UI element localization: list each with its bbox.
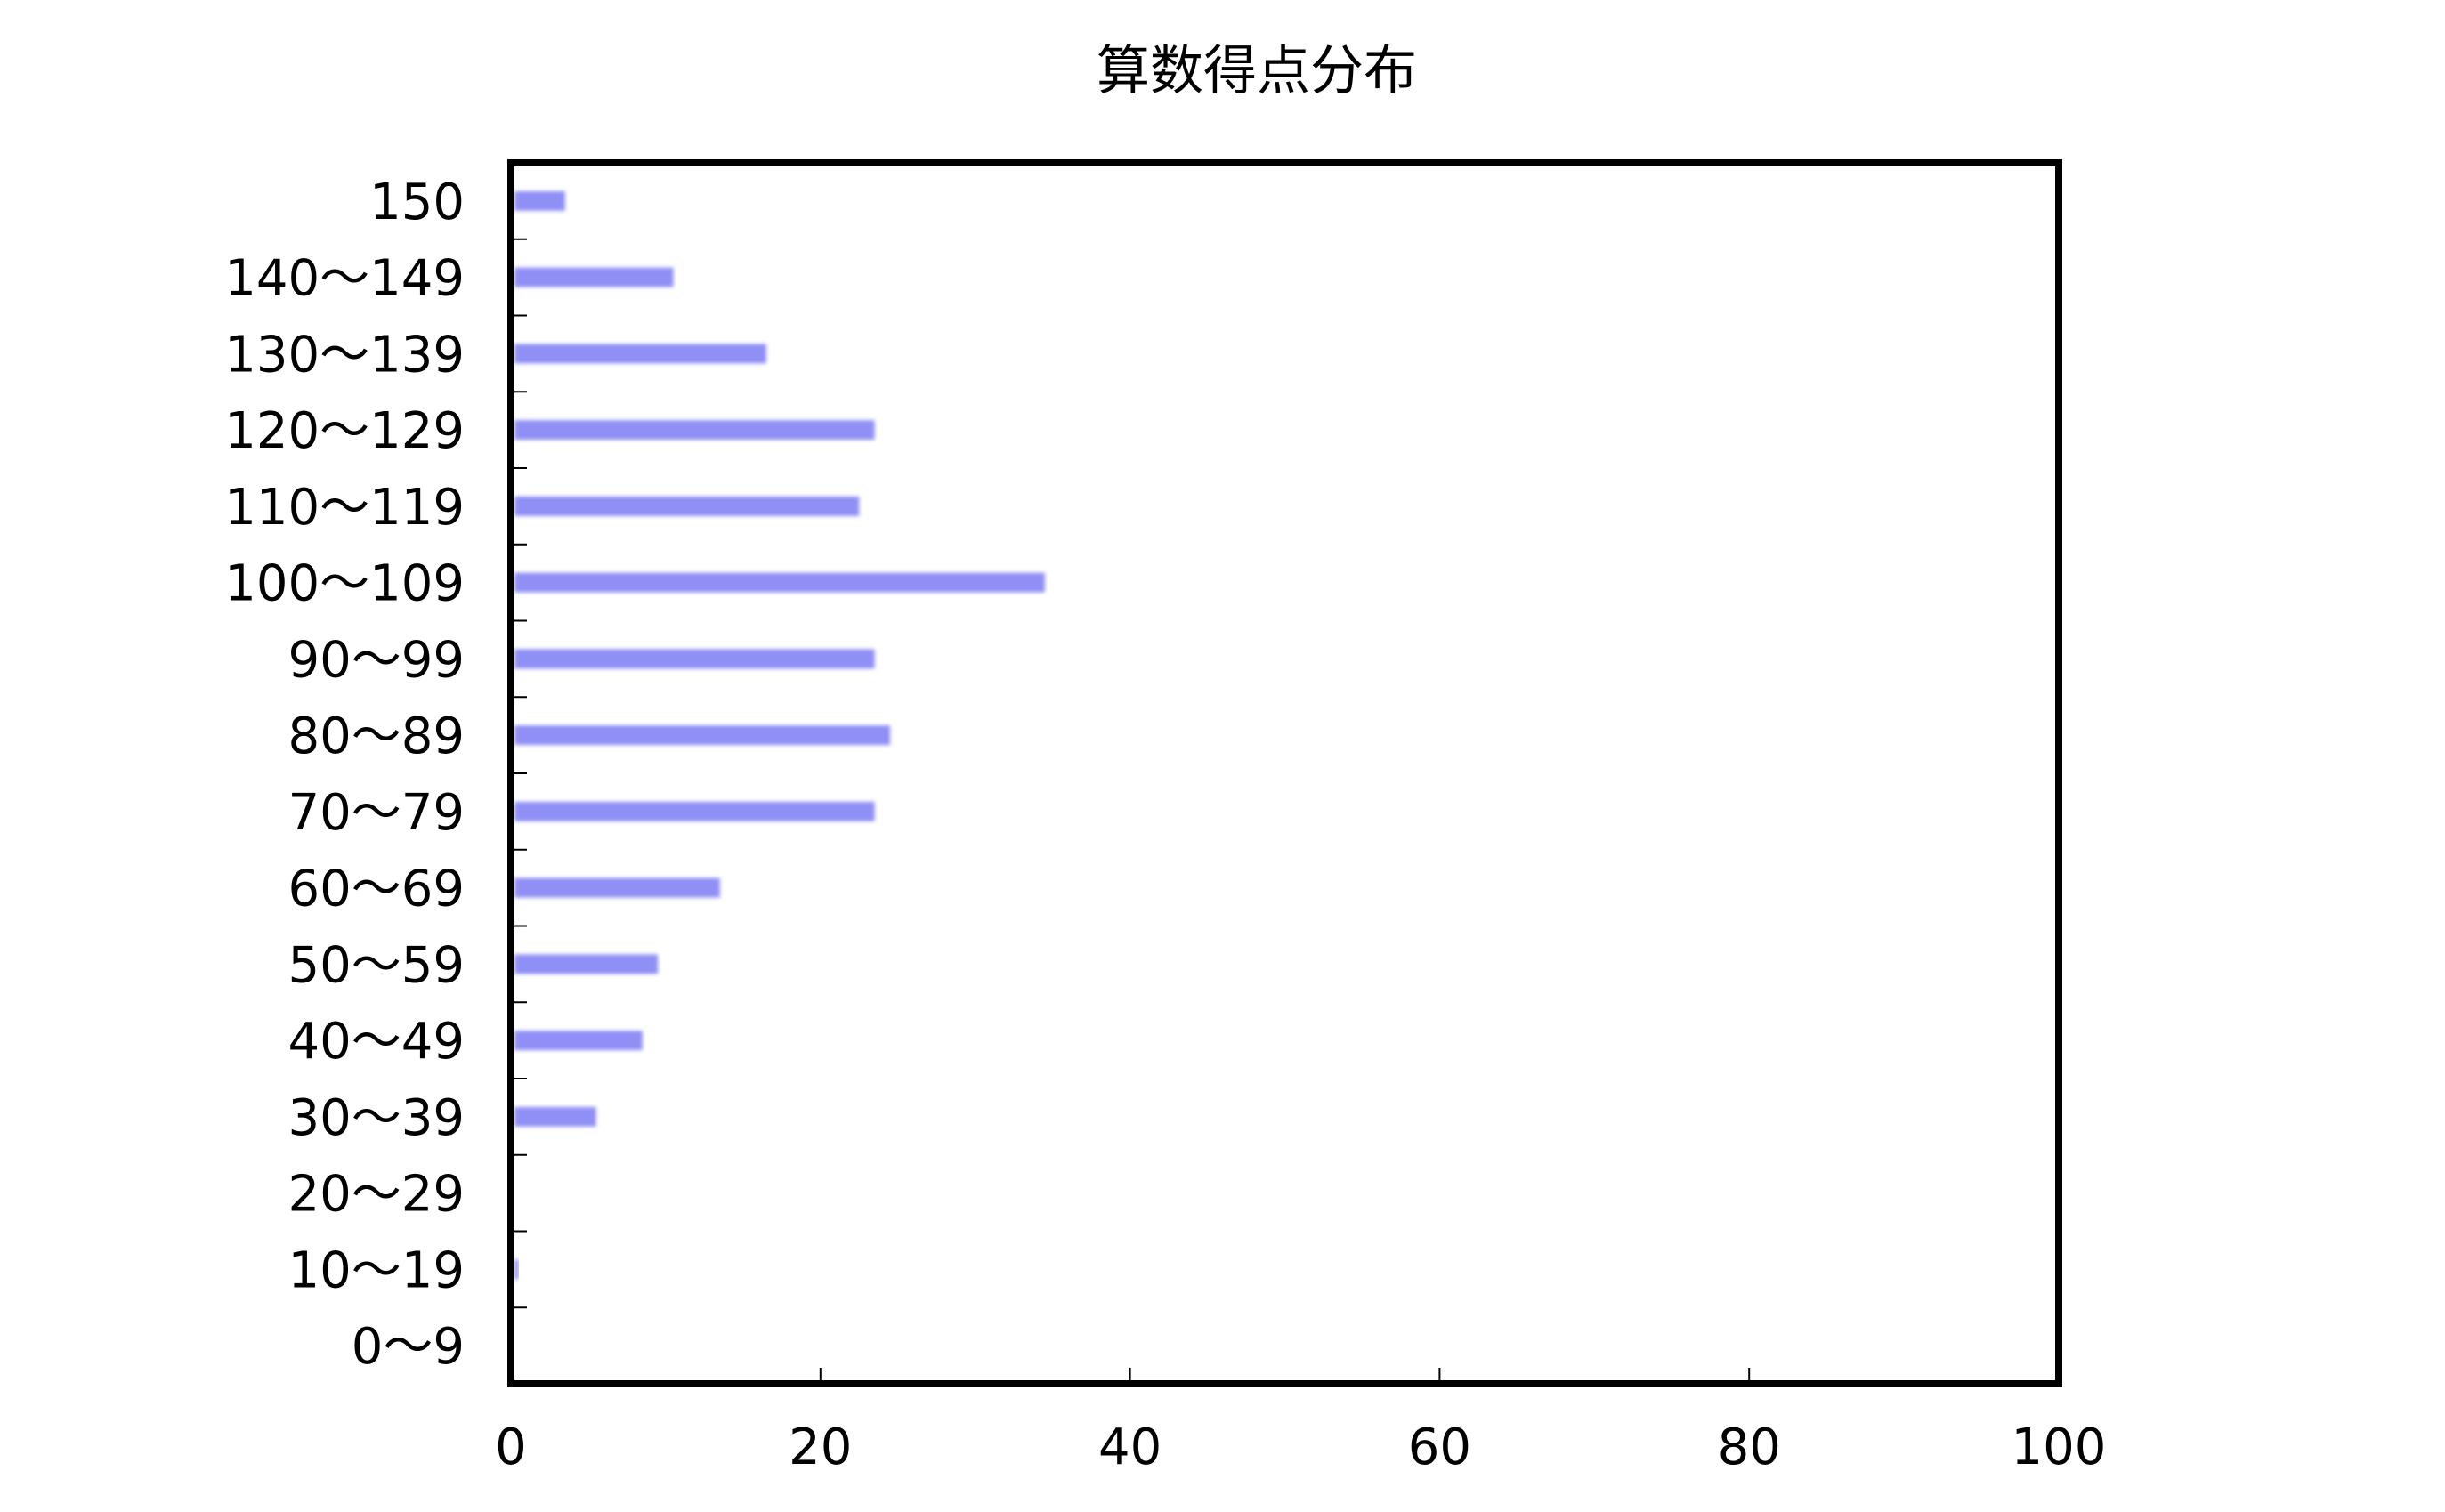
category-label: 140～149 <box>224 250 465 308</box>
category-label: 110～119 <box>224 479 465 537</box>
category-label: 120～129 <box>224 402 465 460</box>
x-tick-label: 20 <box>789 1419 852 1476</box>
category-label: 60～69 <box>287 861 465 918</box>
category-label: 150 <box>369 174 465 231</box>
bar-3 <box>514 420 875 441</box>
bar-11 <box>514 1031 643 1051</box>
x-tick-label: 0 <box>495 1419 527 1476</box>
bar-4 <box>514 496 860 516</box>
bar-7 <box>514 725 891 746</box>
bar-10 <box>514 954 659 974</box>
bar-5 <box>514 572 1045 593</box>
x-tick-label: 80 <box>1718 1419 1781 1476</box>
bar-0 <box>514 190 565 211</box>
bar-2 <box>514 344 766 364</box>
category-label: 90～99 <box>287 631 465 689</box>
category-label: 40～49 <box>287 1013 465 1071</box>
bar-8 <box>514 801 875 821</box>
category-label: 130～139 <box>224 326 465 384</box>
bar-6 <box>514 649 875 669</box>
bars-layer <box>514 190 1045 1280</box>
x-tick-label: 40 <box>1098 1419 1162 1476</box>
category-label: 0～9 <box>352 1318 465 1376</box>
bar-12 <box>514 1106 596 1127</box>
x-tick-label: 60 <box>1408 1419 1471 1476</box>
x-tick-label: 100 <box>2012 1419 2107 1476</box>
bar-9 <box>514 877 720 898</box>
category-label: 20～29 <box>287 1166 465 1224</box>
plot-frame <box>507 159 2062 1387</box>
category-label: 80～89 <box>287 707 465 765</box>
category-label: 30～39 <box>287 1089 465 1147</box>
category-label: 50～59 <box>287 936 465 994</box>
category-label: 10～19 <box>287 1241 465 1299</box>
labels-layer: 150 140～149 130～139 120～129 110～119 100～109 90… <box>224 174 2106 1476</box>
category-label: 70～79 <box>287 784 465 842</box>
chart-title: 算数得点分布 <box>1097 40 1417 102</box>
bar-14 <box>514 1259 519 1280</box>
bar-1 <box>514 267 674 287</box>
category-label: 100～109 <box>224 555 465 613</box>
